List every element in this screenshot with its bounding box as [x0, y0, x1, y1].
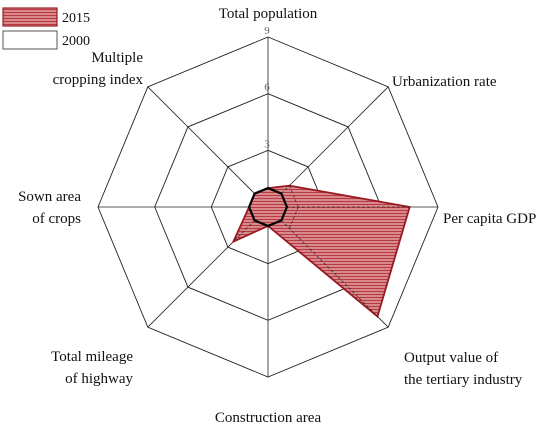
axis-label-5: Construction area: [215, 410, 322, 426]
axis-label-7: Sown area of crops: [18, 189, 81, 227]
legend-swatch-2000: [2, 30, 58, 50]
tick-label-3: 3: [264, 138, 270, 150]
series-2015-spoke-2: [281, 185, 290, 194]
series-2000-line: [247, 186, 289, 228]
series-2015-spoke-4: [281, 220, 378, 317]
radar-series: [231, 184, 411, 319]
tick-label-6: 6: [264, 82, 270, 94]
spoke-8: [147, 86, 269, 208]
axis-label-2: Urbanization rate: [392, 74, 497, 90]
axis-label-8: Multiple cropping index: [53, 50, 144, 88]
radial-tick-labels: 3 6 9: [264, 25, 270, 150]
axis-label-6: Total mileage of highway: [51, 349, 133, 387]
axis-label-1: Total population: [219, 6, 318, 22]
series-2015-inner-2: [289, 185, 299, 208]
series-2015-inner-3: [289, 206, 299, 229]
series-2015-spoke-6: [233, 220, 255, 242]
series-2015-area: [231, 184, 411, 319]
axis-label-4: Output value of the tertiary industry: [404, 350, 523, 388]
axis-labels: Total population Urbanization rate Per cap…: [18, 6, 536, 426]
legend-label-2015: 2015: [62, 11, 90, 26]
legend-swatch-2015: [2, 7, 58, 27]
legend-label-2000: 2000: [62, 34, 90, 49]
legend: 2015 2000: [2, 7, 90, 50]
tick-label-9: 9: [264, 25, 270, 37]
axis-label-3: Per capita GDP: [443, 211, 536, 227]
